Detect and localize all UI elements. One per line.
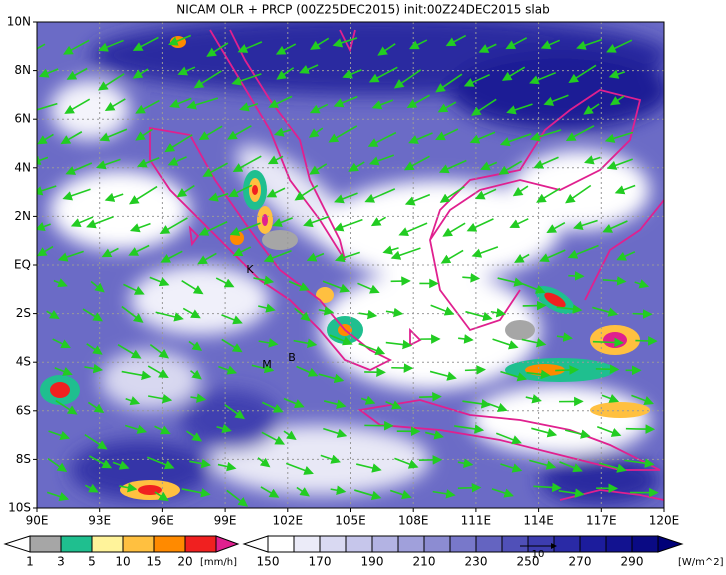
wind-arrow xyxy=(593,342,622,343)
lon-label: 102E xyxy=(273,514,304,528)
map-title: NICAM OLR + PRCP (00Z25DEC2015) init:00Z… xyxy=(176,3,549,17)
colorbar-label: 10 xyxy=(115,555,130,569)
wind-arrow xyxy=(635,341,656,342)
lon-label: 120E xyxy=(649,514,680,528)
wind-arrow xyxy=(458,487,480,488)
lat-label: 10N xyxy=(7,15,31,29)
colorbar-unit: [W/m^2] xyxy=(678,557,724,568)
colorbar-label: 15 xyxy=(146,555,161,569)
colorbar-swatch xyxy=(658,536,682,552)
colorbar-label: 210 xyxy=(413,555,436,569)
colorbar-swatch xyxy=(185,536,216,552)
lon-label: 117E xyxy=(586,514,617,528)
lat-label: 6S xyxy=(16,403,31,417)
lat-label: 8S xyxy=(16,452,31,466)
colorbar-swatch xyxy=(61,536,92,552)
place-label: B xyxy=(288,351,296,364)
wind-arrow xyxy=(555,370,577,371)
colorbar-swatch xyxy=(632,536,658,552)
colorbar-swatch xyxy=(92,536,123,552)
lon-label: 105E xyxy=(335,514,366,528)
colorbar-swatch xyxy=(450,536,476,552)
colorbar-end xyxy=(244,536,268,552)
colorbar-swatch xyxy=(268,536,294,552)
colorbar-unit: [mm/h] xyxy=(200,557,237,568)
colorbar-swatch xyxy=(346,536,372,552)
wind-arrow xyxy=(633,314,651,315)
lat-label: 10S xyxy=(8,501,31,515)
lon-label: 90E xyxy=(26,514,49,528)
lat-label: 8N xyxy=(14,63,31,77)
colorbar-label: 1 xyxy=(26,555,34,569)
colorbar-label: 5 xyxy=(88,555,96,569)
lat-label: EQ xyxy=(14,258,31,272)
colorbar-swatch xyxy=(216,536,238,552)
colorbar-label: 20 xyxy=(177,555,192,569)
colorbar-swatch xyxy=(502,536,528,552)
colorbar-swatch xyxy=(424,536,450,552)
lat-label: 2S xyxy=(16,306,31,320)
lon-label: 114E xyxy=(523,514,554,528)
colorbar-label: 190 xyxy=(361,555,384,569)
colorbar-label: 150 xyxy=(257,555,280,569)
colorbar-end xyxy=(5,536,30,552)
wind-arrow xyxy=(419,397,440,398)
lon-label: 99E xyxy=(214,514,237,528)
lon-label: 93E xyxy=(88,514,111,528)
wind-arrow xyxy=(568,276,583,277)
map-area xyxy=(28,15,670,508)
colorbar-swatch xyxy=(476,536,502,552)
colorbar-swatch xyxy=(154,536,185,552)
colorbar-label: 170 xyxy=(309,555,332,569)
lat-label: 4S xyxy=(16,355,31,369)
colorbar-swatch xyxy=(123,536,154,552)
colorbar-swatch xyxy=(606,536,632,552)
lat-label: 6N xyxy=(14,112,31,126)
colorbar-label: 290 xyxy=(621,555,644,569)
colorbar-swatch xyxy=(320,536,346,552)
colorbar-swatch xyxy=(554,536,580,552)
lat-label: 4N xyxy=(14,160,31,174)
colorbar-swatch xyxy=(398,536,424,552)
colorbar-swatch xyxy=(294,536,320,552)
vector-key-label: 10 xyxy=(532,549,545,560)
precip-colorbar: 1 3 5 10 15 20 [mm/h] xyxy=(5,536,238,569)
wind-arrow xyxy=(596,369,618,370)
place-label: K xyxy=(246,263,254,276)
lon-label: 108E xyxy=(398,514,429,528)
colorbar-label: 3 xyxy=(57,555,65,569)
lat-label: 2N xyxy=(14,209,31,223)
colorbar-swatch xyxy=(30,536,61,552)
colorbar-label: 270 xyxy=(569,555,592,569)
lon-label: 96E xyxy=(151,514,174,528)
place-label: M xyxy=(262,358,272,371)
wind-arrow xyxy=(465,370,484,371)
lon-label: 111E xyxy=(461,514,492,528)
colorbar-swatch xyxy=(580,536,606,552)
colorbar-label: 230 xyxy=(465,555,488,569)
colorbar-swatch xyxy=(372,536,398,552)
